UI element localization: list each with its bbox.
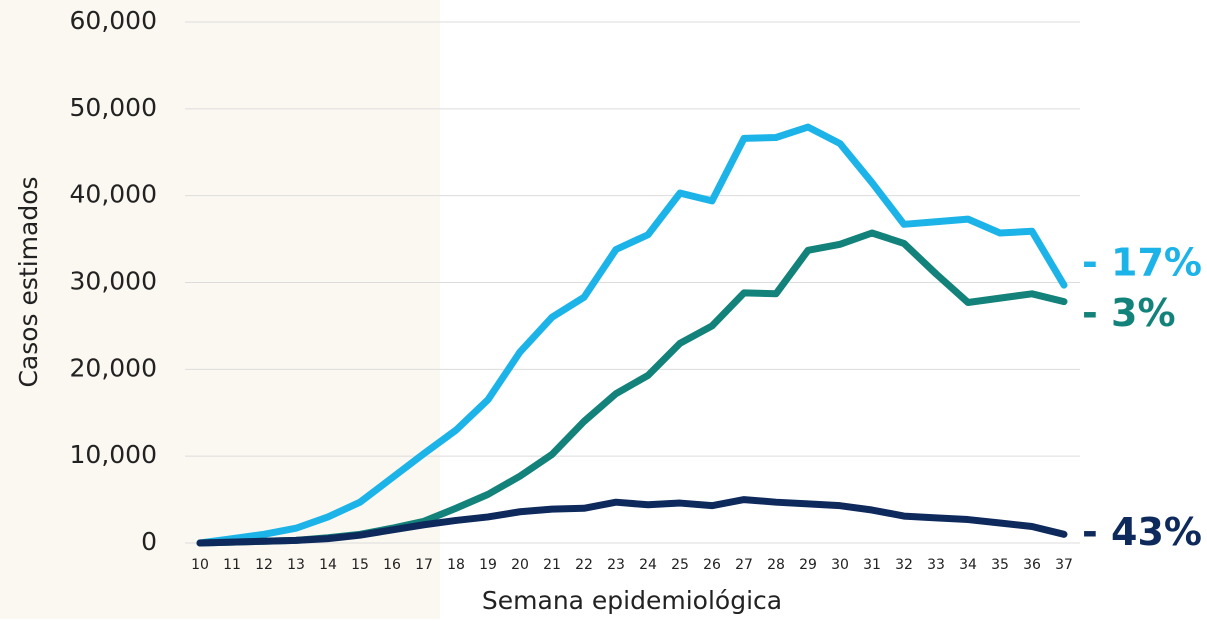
x-tick-label: 16 bbox=[383, 557, 401, 573]
background-tint bbox=[0, 0, 440, 619]
x-tick-label: 12 bbox=[255, 557, 273, 573]
x-tick-label: 36 bbox=[1023, 557, 1041, 573]
y-tick-label: 20,000 bbox=[70, 353, 157, 382]
x-tick-label: 30 bbox=[831, 557, 849, 573]
y-tick-label: 50,000 bbox=[70, 93, 157, 122]
x-tick-label: 23 bbox=[607, 557, 625, 573]
annotation: - 43% bbox=[1082, 510, 1202, 554]
x-tick-label: 37 bbox=[1055, 557, 1073, 573]
y-tick-label: 10,000 bbox=[70, 440, 157, 469]
x-axis-title: Semana epidemiológica bbox=[482, 586, 782, 615]
y-tick-label: 60,000 bbox=[70, 6, 157, 35]
x-tick-label: 31 bbox=[863, 557, 881, 573]
x-tick-label: 11 bbox=[223, 557, 241, 573]
y-tick-label: 0 bbox=[141, 527, 157, 556]
x-tick-label: 35 bbox=[991, 557, 1009, 573]
series-line bbox=[196, 123, 1068, 547]
x-tick-label: 18 bbox=[447, 557, 465, 573]
x-tick-label: 13 bbox=[287, 557, 305, 573]
x-tick-label: 15 bbox=[351, 557, 369, 573]
x-tick-label: 24 bbox=[639, 557, 657, 573]
x-tick-label: 26 bbox=[703, 557, 721, 573]
x-tick-label: 27 bbox=[735, 557, 753, 573]
x-tick-label: 29 bbox=[799, 557, 817, 573]
x-tick-label: 28 bbox=[767, 557, 785, 573]
y-axis-title: Casos estimados bbox=[14, 176, 43, 387]
annotation: - 17% bbox=[1082, 241, 1202, 285]
x-tick-label: 34 bbox=[959, 557, 977, 573]
x-tick-label: 10 bbox=[191, 557, 209, 573]
x-tick-label: 33 bbox=[927, 557, 945, 573]
x-tick-label: 19 bbox=[479, 557, 497, 573]
series-line bbox=[196, 496, 1068, 547]
y-tick-label: 30,000 bbox=[70, 267, 157, 296]
annotation: - 3% bbox=[1082, 291, 1176, 335]
x-tick-label: 20 bbox=[511, 557, 529, 573]
x-tick-label: 17 bbox=[415, 557, 433, 573]
x-tick-label: 25 bbox=[671, 557, 689, 573]
x-tick-label: 22 bbox=[575, 557, 593, 573]
x-tick-label: 21 bbox=[543, 557, 561, 573]
x-tick-label: 14 bbox=[319, 557, 337, 573]
x-tick-label: 32 bbox=[895, 557, 913, 573]
y-tick-label: 40,000 bbox=[70, 180, 157, 209]
